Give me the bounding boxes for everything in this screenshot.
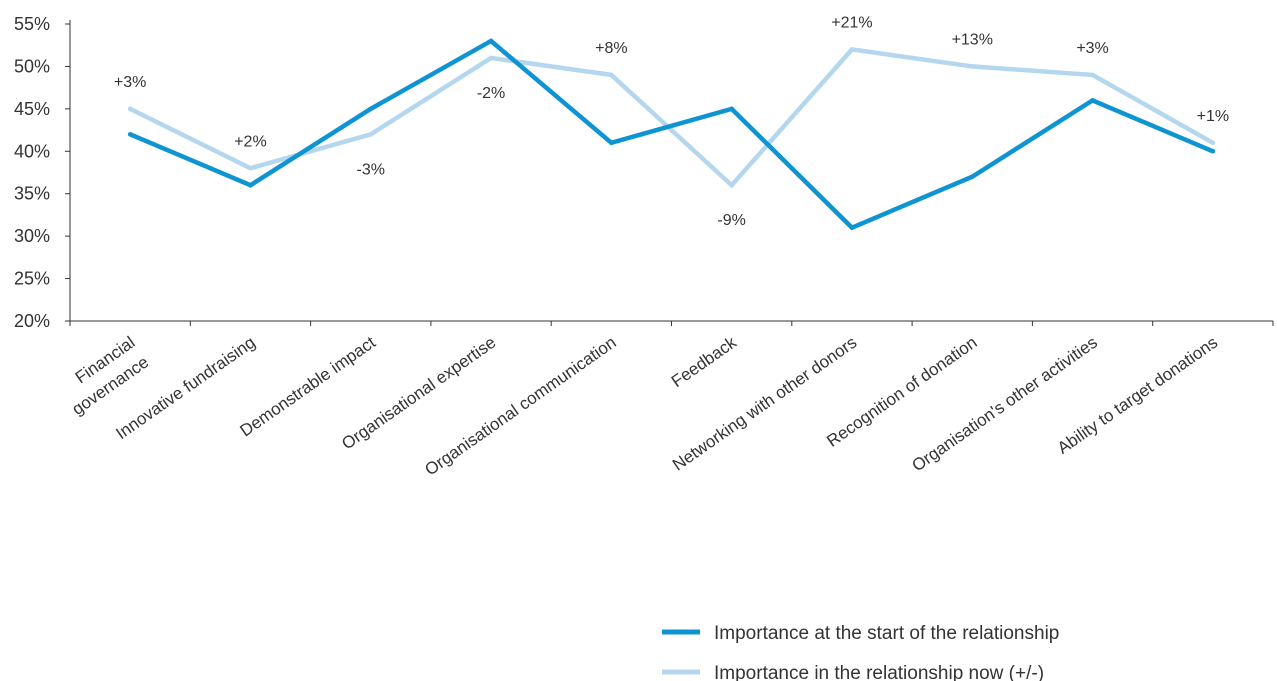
data-point bbox=[1210, 140, 1216, 146]
series-lines bbox=[127, 38, 1216, 231]
data-point bbox=[248, 182, 253, 188]
y-tick-label: 55% bbox=[14, 14, 50, 34]
series-line bbox=[129, 38, 1214, 231]
x-tick-label-line: Feedback bbox=[668, 332, 740, 391]
x-tick-label-text: Organisation's other activities bbox=[908, 333, 1100, 476]
data-label: +13% bbox=[952, 31, 993, 48]
data-label: -9% bbox=[717, 212, 745, 229]
data-point bbox=[127, 106, 133, 112]
data-label: +21% bbox=[831, 14, 872, 31]
data-label: +8% bbox=[595, 40, 627, 57]
data-label: +1% bbox=[1197, 108, 1229, 125]
x-tick-label-line: Organisation's other activities bbox=[908, 333, 1100, 476]
data-point bbox=[849, 225, 855, 230]
data-point bbox=[1210, 148, 1216, 154]
data-label: -3% bbox=[357, 161, 385, 178]
y-tick-label: 40% bbox=[14, 141, 50, 161]
data-point bbox=[849, 47, 855, 52]
data-point bbox=[609, 140, 614, 146]
data-labels: +3% +2% -3% -2% +8% -9% +21% +13% +3% +1% bbox=[114, 14, 1229, 229]
data-point bbox=[969, 64, 975, 69]
y-axis-ticks: 20% 25% 30% 35% 40% 45% 50% 55% bbox=[14, 14, 50, 331]
y-tick-label: 25% bbox=[14, 269, 50, 289]
data-point bbox=[368, 106, 374, 112]
x-tick-label-line: Organisational communication bbox=[421, 333, 619, 480]
x-tick-label: Feedback bbox=[668, 332, 740, 391]
data-point bbox=[368, 132, 374, 137]
data-label: +3% bbox=[114, 74, 146, 91]
axes bbox=[65, 20, 1274, 326]
data-label: +2% bbox=[234, 133, 266, 150]
data-point bbox=[488, 55, 494, 61]
data-point bbox=[729, 182, 734, 188]
data-point bbox=[1090, 72, 1095, 78]
data-point bbox=[729, 106, 734, 112]
x-tick-label: Organisational communication bbox=[421, 333, 619, 480]
data-point bbox=[609, 72, 614, 78]
x-tick-label-text: Financialgovernance bbox=[55, 333, 152, 419]
data-label: +3% bbox=[1076, 40, 1108, 57]
data-label: -2% bbox=[477, 85, 505, 102]
y-tick-label: 45% bbox=[14, 99, 50, 119]
series-line bbox=[129, 47, 1214, 189]
legend: Importance at the start of the relations… bbox=[662, 623, 1059, 681]
y-tick-label: 20% bbox=[14, 311, 50, 331]
x-tick-label: Organisation's other activities bbox=[908, 333, 1100, 476]
x-tick-label-text: Organisational communication bbox=[421, 333, 619, 480]
data-point bbox=[127, 132, 133, 137]
legend-label: Importance at the start of the relations… bbox=[714, 623, 1059, 644]
x-tick-label: Financialgovernance bbox=[55, 333, 153, 419]
data-point bbox=[1090, 98, 1095, 103]
y-tick-label: 30% bbox=[14, 226, 50, 246]
y-tick-label: 35% bbox=[14, 184, 50, 204]
y-tick-label: 50% bbox=[14, 56, 50, 76]
data-point bbox=[969, 174, 975, 180]
data-point bbox=[488, 38, 494, 44]
x-tick-label-text: Feedback bbox=[668, 332, 740, 391]
legend-label: Importance in the relationship now (+/-) bbox=[714, 663, 1044, 681]
data-point bbox=[248, 165, 253, 171]
